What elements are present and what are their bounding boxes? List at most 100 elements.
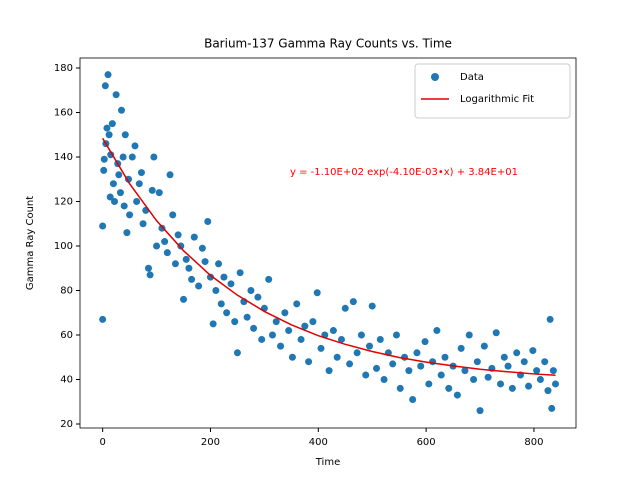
data-point	[101, 82, 109, 90]
chart-title: Barium-137 Gamma Ray Counts vs. Time	[204, 37, 452, 51]
data-point	[121, 131, 129, 139]
legend-box	[414, 63, 571, 119]
data-point	[353, 349, 361, 357]
x-tick-label: 0	[99, 437, 105, 448]
data-point	[552, 380, 560, 388]
data-point	[233, 349, 241, 357]
data-point	[236, 269, 244, 277]
data-point	[441, 353, 449, 361]
data-point	[118, 106, 126, 114]
data-point	[163, 249, 171, 257]
data-point	[144, 264, 152, 272]
data-point	[421, 338, 429, 346]
data-point	[123, 229, 131, 237]
data-point	[180, 295, 188, 303]
data-point	[333, 353, 341, 361]
data-point	[301, 322, 309, 330]
data-point	[497, 380, 505, 388]
data-point	[146, 271, 154, 279]
data-point	[158, 224, 166, 232]
data-point	[217, 300, 225, 308]
data-point	[112, 91, 120, 99]
data-point	[188, 275, 196, 283]
data-point	[272, 318, 280, 326]
data-point	[548, 404, 556, 412]
data-point	[473, 358, 481, 366]
data-point	[470, 375, 478, 383]
data-point	[317, 344, 325, 352]
data-point	[195, 282, 203, 290]
data-point	[137, 169, 145, 177]
data-point	[500, 353, 508, 361]
data-point	[166, 171, 174, 179]
data-point	[465, 331, 473, 339]
data-point	[212, 287, 220, 295]
data-point	[425, 380, 433, 388]
data-point	[174, 231, 182, 239]
data-point	[396, 384, 404, 392]
y-tick-label: 40	[60, 374, 73, 385]
y-axis-label: Gamma Ray Count	[25, 196, 36, 290]
data-point	[337, 335, 345, 343]
data-point	[281, 309, 289, 317]
data-point	[206, 273, 214, 281]
data-point	[476, 407, 484, 415]
data-point	[243, 313, 251, 321]
data-point	[445, 384, 453, 392]
x-tick-label: 200	[201, 437, 220, 448]
data-point	[108, 120, 116, 128]
y-tick-label: 160	[54, 108, 73, 119]
data-point	[258, 335, 266, 343]
data-point	[533, 367, 541, 375]
data-point	[325, 367, 333, 375]
data-point	[209, 320, 217, 328]
data-point	[268, 331, 276, 339]
data-point	[389, 360, 397, 368]
data-point	[171, 260, 179, 268]
data-point	[546, 315, 554, 323]
data-point	[492, 329, 500, 337]
data-point	[106, 193, 114, 201]
x-axis-label: Time	[315, 457, 340, 468]
data-point	[254, 293, 262, 301]
data-point	[405, 367, 413, 375]
axes-frame	[79, 57, 577, 429]
data-point	[116, 189, 124, 197]
data-point	[484, 373, 492, 381]
data-point	[520, 358, 528, 366]
data-point	[120, 202, 128, 210]
data-point	[99, 222, 107, 230]
data-point	[126, 211, 134, 219]
data-point	[329, 327, 337, 335]
data-point	[104, 71, 112, 79]
data-point	[231, 318, 239, 326]
data-point	[346, 360, 354, 368]
data-point	[247, 287, 255, 295]
data-point	[362, 371, 370, 379]
x-tick-label: 600	[417, 437, 436, 448]
data-point	[305, 358, 313, 366]
data-point	[161, 238, 169, 246]
data-point	[250, 324, 258, 332]
data-point	[131, 142, 139, 150]
data-point	[366, 342, 374, 350]
data-point	[461, 367, 469, 375]
data-point	[437, 371, 445, 379]
data-point	[513, 349, 521, 357]
data-point	[349, 298, 357, 306]
data-point	[536, 375, 544, 383]
data-point	[177, 242, 185, 250]
annotation: y = -1.10E+02 exp(-4.10E-03•x) + 3.84E+0…	[290, 167, 518, 178]
fit-line	[101, 137, 556, 377]
y-tick-label: 80	[60, 286, 73, 297]
data-point	[480, 342, 488, 350]
data-point	[99, 315, 107, 323]
legend-label: Logarithmic Fit	[460, 94, 534, 105]
legend-label: Data	[460, 72, 484, 83]
data-point	[504, 362, 512, 370]
data-point	[541, 358, 549, 366]
data-point	[182, 255, 190, 263]
data-point	[309, 318, 317, 326]
